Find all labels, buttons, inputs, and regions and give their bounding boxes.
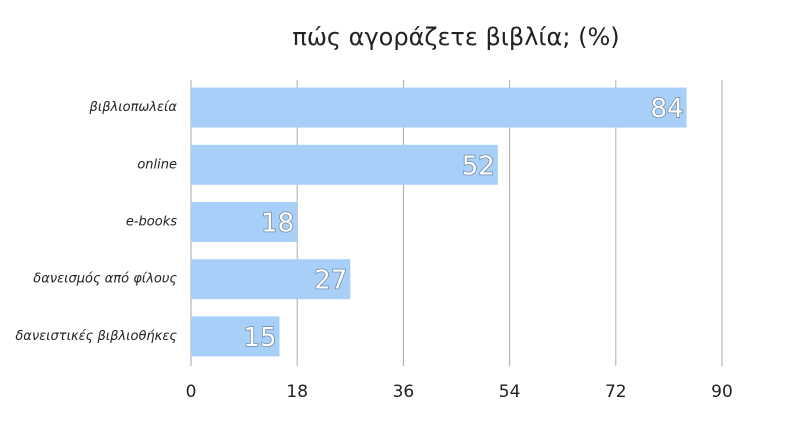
x-tick-label: 90 [711, 382, 733, 402]
y-tick-label: δανεισμός από φίλους [33, 272, 177, 287]
x-tick-label: 18 [286, 382, 308, 402]
data-label: 15 [243, 323, 276, 353]
data-label: 27 [314, 266, 347, 296]
y-tick-label: δανειστικές βιβλιοθήκες [15, 329, 177, 344]
bar [191, 144, 498, 185]
x-tick-label: 54 [499, 382, 521, 402]
x-tick-label: 36 [393, 382, 415, 402]
y-tick-label: online [137, 157, 177, 172]
y-tick-label: e-books [126, 215, 177, 230]
data-label: 18 [261, 209, 294, 239]
y-tick-label: βιβλιοπωλεία [89, 100, 178, 115]
data-label: 84 [651, 94, 684, 124]
bar [191, 316, 280, 357]
x-tick-label: 72 [605, 382, 627, 402]
bar [191, 259, 351, 300]
bar [191, 202, 298, 242]
bar [191, 87, 687, 128]
data-label: 52 [462, 151, 495, 181]
chart-title: πώς αγοράζετε βιβλία; (%) [292, 23, 619, 51]
x-tick-label: 0 [186, 382, 197, 402]
